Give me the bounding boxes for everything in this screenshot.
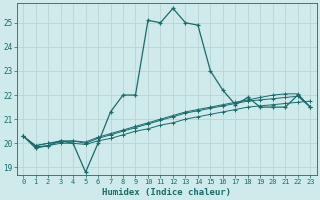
X-axis label: Humidex (Indice chaleur): Humidex (Indice chaleur) [102,188,231,197]
